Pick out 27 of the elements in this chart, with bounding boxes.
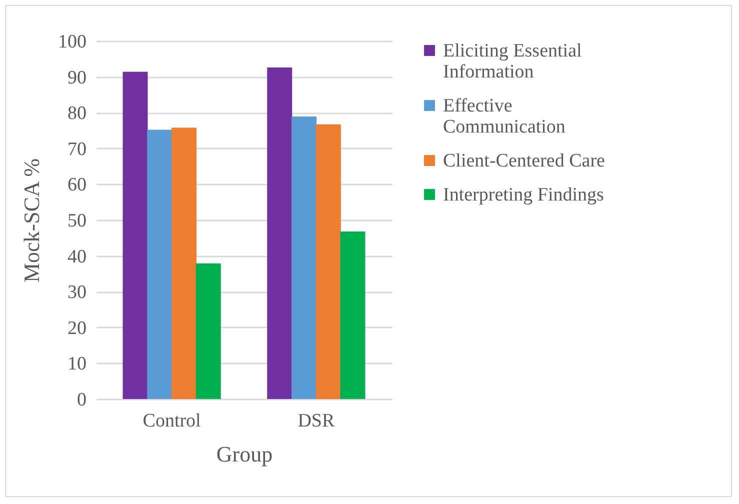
bar [147, 130, 172, 399]
legend-label: Effective Communication [443, 96, 566, 138]
y-axis-title: Mock-SCA % [19, 158, 44, 283]
x-tick-label: DSR [298, 410, 335, 432]
legend-label: Eliciting Essential Information [443, 40, 582, 82]
bar [292, 116, 317, 399]
x-axis-title: Group [216, 442, 273, 466]
y-tick-label: 50 [68, 210, 86, 232]
bar [267, 67, 292, 399]
y-tick-label: 100 [58, 32, 86, 52]
y-tick-label: 40 [68, 246, 86, 268]
y-tick-label: 30 [68, 282, 86, 304]
y-tick-label: 80 [68, 103, 86, 124]
bar [122, 72, 148, 399]
x-tick-label: Control [142, 410, 201, 432]
y-tick-label: 60 [68, 174, 86, 196]
legend-label: Client-Centered Care [443, 150, 605, 172]
bar [316, 124, 341, 399]
legend-label: Interpreting Findings [443, 184, 604, 206]
y-tick-label: 20 [68, 318, 86, 339]
y-tick-label: 10 [68, 354, 86, 375]
bar [340, 231, 366, 399]
y-tick-label: 70 [68, 138, 86, 160]
bar [171, 128, 196, 399]
bar [196, 263, 221, 399]
y-tick-label: 0 [77, 390, 86, 410]
y-tick-label: 90 [68, 67, 86, 88]
